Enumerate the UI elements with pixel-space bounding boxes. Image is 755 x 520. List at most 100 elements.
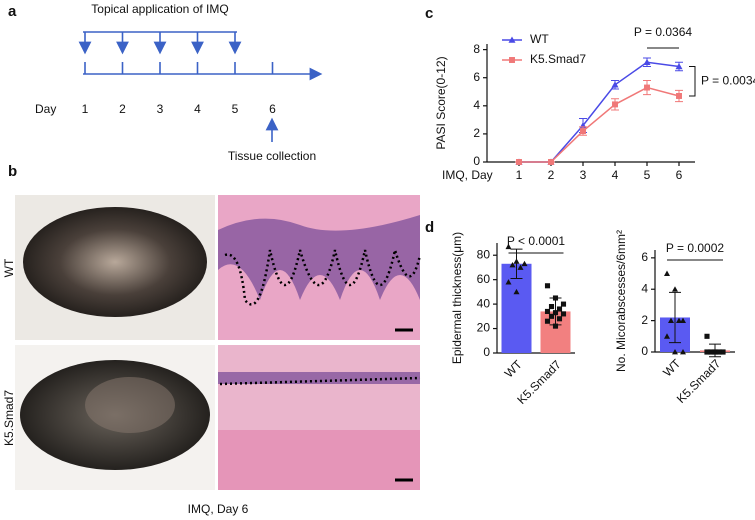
- y-tick-label: 4: [641, 281, 648, 295]
- y-axis-label: No. Micorabscesses/6mm²: [614, 230, 628, 372]
- marker: [680, 317, 686, 324]
- marker: [580, 128, 586, 135]
- marker: [680, 349, 686, 355]
- marker: [548, 159, 554, 165]
- day-label: Day: [35, 102, 56, 116]
- y-tick-label: 40: [477, 296, 491, 310]
- legend-marker: [509, 57, 515, 63]
- y-tick-label: 0: [483, 345, 490, 359]
- marker: [544, 283, 551, 289]
- mouse: [23, 207, 207, 317]
- timeline-title: Topical application of IMQ: [91, 2, 228, 16]
- bracket: [689, 65, 696, 97]
- y-tick-label: 80: [477, 247, 491, 261]
- x-tick-label: WT: [660, 356, 684, 380]
- y-tick-label: 2: [473, 126, 480, 140]
- day-number: 4: [194, 102, 201, 116]
- image-caption: IMQ, Day 6: [188, 502, 249, 516]
- marker: [509, 262, 516, 268]
- marker: [552, 323, 559, 329]
- y-tick-label: 2: [641, 313, 648, 327]
- y-tick-label: 60: [477, 272, 491, 286]
- marker: [720, 349, 726, 355]
- day-number: 1: [82, 102, 89, 116]
- line: [519, 86, 680, 163]
- panel-label: d: [425, 219, 434, 236]
- legend-label: WT: [530, 32, 549, 46]
- marker: [505, 243, 512, 250]
- day-number: 6: [269, 102, 276, 116]
- marker: [643, 58, 651, 66]
- row-label: WT: [2, 258, 16, 277]
- legend-label: K5.Smad7: [530, 52, 586, 66]
- x-tick-label: 4: [612, 168, 619, 182]
- marker: [675, 62, 683, 70]
- day-group: 1 2 3 4 5 6: [78, 32, 276, 116]
- marker: [712, 349, 718, 355]
- marker: [704, 349, 710, 355]
- x-tick-label: 3: [580, 168, 587, 182]
- panel-label: c: [425, 5, 433, 22]
- x-tick-label: K5.Smad7: [674, 356, 724, 406]
- marker: [672, 349, 678, 355]
- marker: [611, 81, 619, 88]
- marker: [548, 304, 555, 310]
- marker: [664, 333, 670, 339]
- marker: [716, 349, 722, 355]
- x-tick-label: 1: [516, 168, 523, 182]
- y-tick-label: 0: [641, 344, 648, 358]
- line: [519, 61, 680, 163]
- y-tick-label: 20: [477, 321, 491, 335]
- day-number: 2: [119, 102, 126, 116]
- x-tick-label: 5: [644, 168, 651, 182]
- annotation: P < 0.0001: [507, 234, 565, 248]
- marker: [704, 333, 710, 339]
- panel-label: a: [8, 3, 17, 20]
- marker: [664, 270, 670, 276]
- marker: [644, 84, 650, 91]
- y-axis-label: Epidermal thickness(μm): [450, 232, 464, 364]
- marker: [505, 279, 512, 285]
- y-tick-label: 6: [473, 70, 480, 84]
- collection-label: Tissue collection: [228, 149, 316, 163]
- dotted-boundary: [219, 376, 421, 386]
- epidermis: [218, 215, 420, 300]
- marker: [708, 349, 714, 355]
- marker: [544, 308, 551, 314]
- row-label: K5.Smad7: [2, 390, 16, 446]
- x-tick-label: 2: [548, 168, 555, 182]
- dotted-boundary: [224, 249, 422, 306]
- marker: [560, 301, 567, 307]
- marker: [672, 286, 678, 292]
- marker: [517, 264, 524, 270]
- y-tick-label: 6: [641, 250, 648, 264]
- error-bar: [669, 291, 681, 344]
- annotation: P = 0.0034: [701, 73, 755, 87]
- marker: [552, 310, 559, 316]
- epidermis: [218, 372, 420, 384]
- y-axis-label: PASI Score(0-12): [434, 56, 448, 149]
- legend-marker: [508, 36, 516, 43]
- x-axis-label: IMQ, Day: [442, 168, 493, 182]
- marker: [676, 317, 682, 324]
- panel-label: b: [8, 163, 17, 180]
- marker: [668, 317, 674, 324]
- y-tick-label: 0: [473, 154, 480, 168]
- day-number: 5: [232, 102, 239, 116]
- error-bar: [510, 248, 523, 279]
- marker: [544, 318, 551, 324]
- marker: [548, 313, 555, 319]
- annotation: P = 0.0364: [634, 25, 692, 39]
- marker: [513, 288, 520, 295]
- marker: [516, 159, 522, 165]
- y-tick-label: 4: [473, 98, 480, 112]
- day-number: 3: [157, 102, 164, 116]
- marker: [521, 260, 528, 267]
- x-tick-label: 6: [676, 168, 683, 182]
- mouse-patch: [85, 377, 175, 433]
- muscle: [218, 430, 420, 490]
- annotation: P = 0.0002: [666, 241, 724, 255]
- marker: [552, 295, 559, 301]
- y-tick-label: 8: [473, 42, 480, 56]
